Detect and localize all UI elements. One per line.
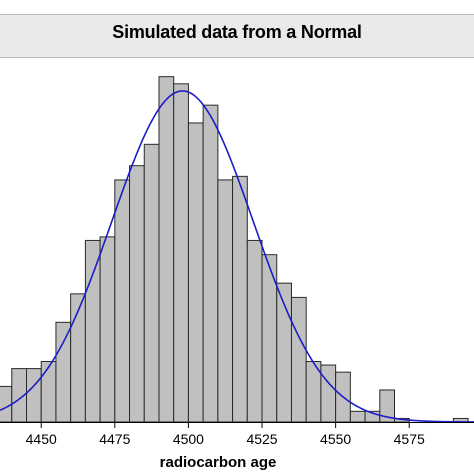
x-tick-label-4500: 4500 xyxy=(173,431,204,447)
histogram-bar-24 xyxy=(349,410,366,423)
x-tick-label-4475: 4475 xyxy=(99,431,130,447)
histogram-bar-10 xyxy=(143,143,160,423)
histogram-bar-14 xyxy=(202,104,219,423)
x-tick-label-4525: 4525 xyxy=(246,431,277,447)
histogram-bar-20 xyxy=(290,296,307,423)
histogram-bar-7 xyxy=(99,236,116,423)
histogram-bar-4 xyxy=(55,321,72,423)
histogram-bar-17 xyxy=(246,239,263,423)
histogram-bar-15 xyxy=(217,179,234,423)
histogram-bar-6 xyxy=(84,239,101,423)
x-axis-label: radiocarbon age xyxy=(160,454,277,471)
histogram-bar-3 xyxy=(40,360,57,423)
histogram-bar-16 xyxy=(232,175,248,423)
title-band xyxy=(0,14,474,58)
histogram-bar-2 xyxy=(26,368,42,423)
chart-title: Simulated data from a Normal xyxy=(112,22,362,42)
x-axis-ticks: 4450 4475 4500 4525 4550 4575 xyxy=(26,422,425,447)
x-tick-label-4550: 4550 xyxy=(320,431,351,447)
histogram-bar-12 xyxy=(173,83,189,423)
histogram-bar-22 xyxy=(320,364,337,423)
x-tick-label-4450: 4450 xyxy=(26,431,57,447)
histogram-bar-8 xyxy=(114,179,131,423)
histogram-bar-9 xyxy=(129,165,145,423)
histogram-bars xyxy=(0,76,469,423)
fitted-normal-curve xyxy=(0,90,474,423)
histogram-bar-13 xyxy=(187,122,204,423)
x-tick-label-4575: 4575 xyxy=(394,431,425,447)
histogram-bar-0 xyxy=(0,385,13,423)
histogram-bar-11 xyxy=(158,76,175,423)
